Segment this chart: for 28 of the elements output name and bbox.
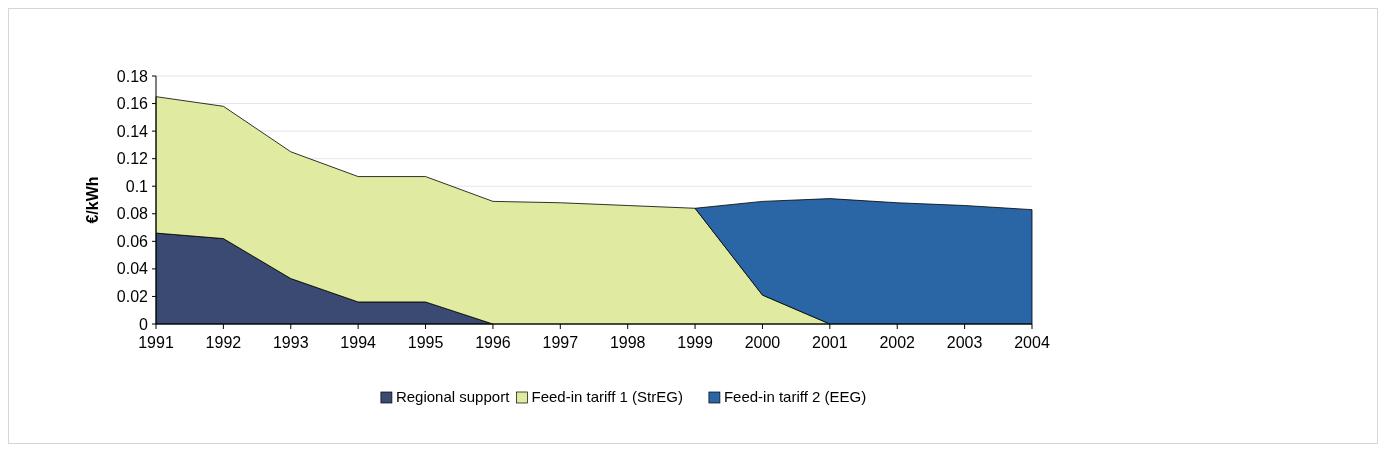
x-tick-label: 1991 (138, 334, 174, 351)
x-tick-label: 1994 (340, 334, 377, 351)
x-tick-label: 1997 (542, 334, 579, 351)
x-tick-label: 1993 (272, 334, 309, 351)
y-axis-title: €/kWh (84, 176, 101, 224)
x-tick-label: 2004 (1014, 334, 1050, 351)
y-tick-label: 0 (139, 315, 149, 333)
x-tick-label: 2001 (812, 334, 848, 351)
legend-label: Regional support (395, 388, 511, 405)
y-tick-label: 0.18 (116, 67, 149, 85)
x-tick-label: 1992 (205, 334, 242, 351)
x-tick-label: 1999 (677, 334, 713, 351)
y-tick-label: 0.12 (116, 150, 149, 168)
y-tick-label: 0.08 (116, 205, 149, 223)
y-tick-label: 0.02 (116, 288, 149, 306)
y-tick-label: 0.16 (116, 95, 149, 113)
x-tick-label: 1995 (407, 334, 444, 351)
y-tick-label: 0.14 (116, 122, 149, 140)
y-tick-label: 0.1 (125, 177, 149, 195)
x-tick-label: 1996 (475, 334, 511, 351)
x-tick-label: 1998 (609, 334, 646, 351)
y-tick-label: 0.04 (116, 260, 149, 278)
x-tick-label: 2003 (946, 334, 983, 351)
y-tick-label: 0.06 (116, 232, 149, 250)
legend-label: Feed-in tariff 1 (StrEG) (531, 388, 683, 405)
x-tick-label: 2002 (879, 334, 916, 351)
x-tick-label: 2000 (744, 334, 781, 351)
legend-label: Feed-in tariff 2 (EEG) (723, 388, 867, 405)
